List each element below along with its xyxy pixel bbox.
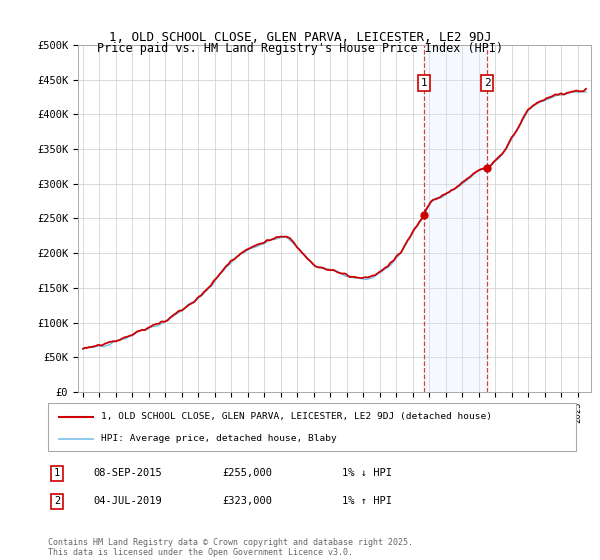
- Text: 1% ↑ HPI: 1% ↑ HPI: [342, 496, 392, 506]
- Text: 1, OLD SCHOOL CLOSE, GLEN PARVA, LEICESTER, LE2 9DJ: 1, OLD SCHOOL CLOSE, GLEN PARVA, LEICEST…: [109, 31, 491, 44]
- Text: 04-JUL-2019: 04-JUL-2019: [93, 496, 162, 506]
- FancyBboxPatch shape: [48, 403, 576, 451]
- Text: 1: 1: [421, 78, 427, 88]
- Text: 1: 1: [54, 468, 60, 478]
- Text: 1, OLD SCHOOL CLOSE, GLEN PARVA, LEICESTER, LE2 9DJ (detached house): 1, OLD SCHOOL CLOSE, GLEN PARVA, LEICEST…: [101, 412, 492, 421]
- Text: 08-SEP-2015: 08-SEP-2015: [93, 468, 162, 478]
- Text: 2: 2: [484, 78, 490, 88]
- Text: HPI: Average price, detached house, Blaby: HPI: Average price, detached house, Blab…: [101, 435, 337, 444]
- Text: Price paid vs. HM Land Registry's House Price Index (HPI): Price paid vs. HM Land Registry's House …: [97, 42, 503, 55]
- Text: £323,000: £323,000: [222, 496, 272, 506]
- Bar: [424, 45, 487, 392]
- Text: 1% ↓ HPI: 1% ↓ HPI: [342, 468, 392, 478]
- Text: £255,000: £255,000: [222, 468, 272, 478]
- Text: Contains HM Land Registry data © Crown copyright and database right 2025.
This d: Contains HM Land Registry data © Crown c…: [48, 538, 413, 557]
- Text: 2: 2: [54, 496, 60, 506]
